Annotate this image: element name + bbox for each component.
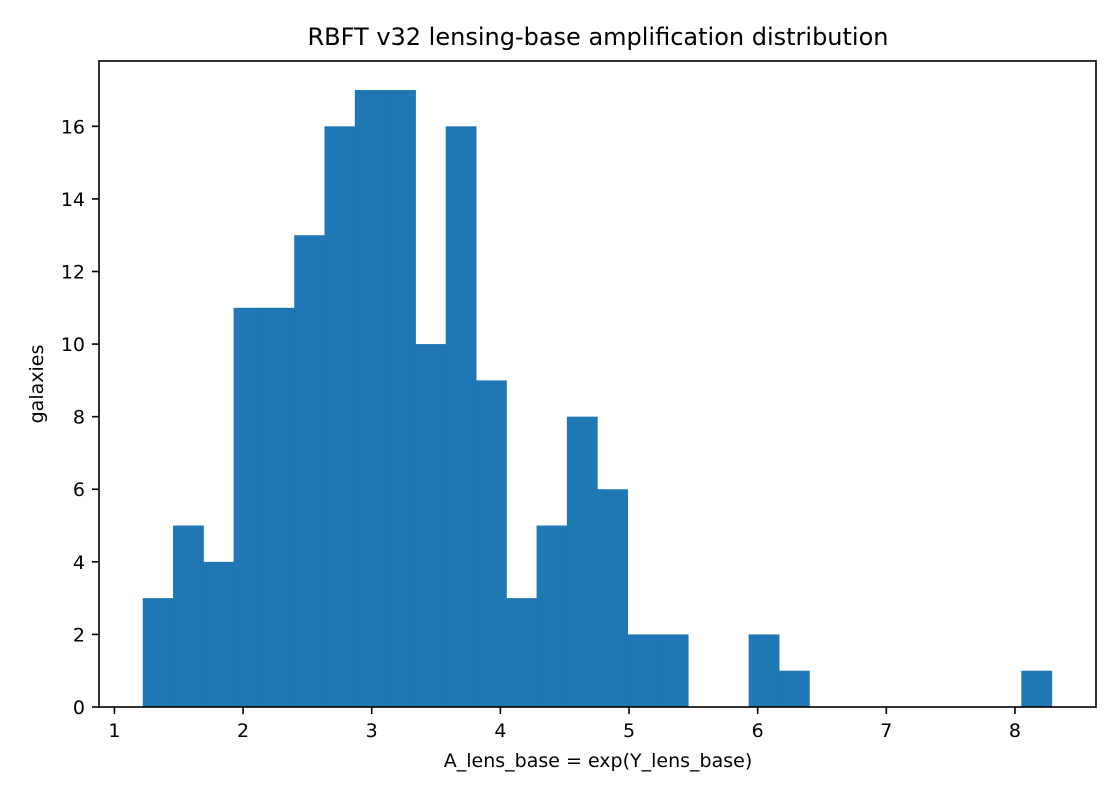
x-tick-label: 6 — [752, 720, 764, 742]
histogram-bar — [173, 525, 204, 707]
histogram-bar — [627, 634, 659, 707]
y-tick-label: 12 — [61, 261, 85, 283]
histogram-bar — [536, 525, 568, 707]
histogram-bar — [142, 598, 174, 707]
plot-frame — [98, 60, 1097, 708]
x-tick-label: 4 — [494, 720, 506, 742]
y-axis-label: galaxies — [26, 345, 48, 424]
histogram-bar — [566, 416, 598, 707]
y-tick-label: 8 — [73, 407, 85, 429]
histogram-bar — [506, 598, 538, 707]
x-tick-label: 5 — [623, 720, 635, 742]
y-tick-label: 10 — [61, 334, 85, 356]
y-tick-label: 16 — [61, 116, 85, 138]
y-tick-label: 14 — [61, 189, 85, 211]
histogram-bar — [748, 634, 780, 707]
histogram-bar — [778, 670, 810, 707]
x-tick-label: 8 — [1009, 720, 1021, 742]
x-tick-label: 3 — [366, 720, 378, 742]
histogram-bar — [597, 489, 628, 707]
histogram-bar — [233, 307, 265, 707]
y-tick-label: 6 — [73, 479, 85, 501]
histogram-bar — [385, 90, 416, 708]
histogram-bar — [203, 561, 235, 707]
histogram-bar — [445, 126, 477, 707]
x-axis: 1 2 3 4 5 6 7 8 — [108, 707, 1021, 742]
histogram-bar — [475, 380, 507, 707]
histogram-bar — [294, 235, 326, 707]
histogram-bar — [1021, 670, 1053, 707]
bars-group — [142, 90, 1053, 708]
x-tick-label: 1 — [108, 720, 120, 742]
histogram-bar — [324, 126, 356, 707]
y-tick-label: 2 — [73, 624, 85, 646]
chart-title: RBFT v32 lensing-base amplification dist… — [308, 23, 889, 51]
histogram-bar — [354, 90, 386, 708]
x-tick-label: 2 — [237, 720, 249, 742]
histogram-bar — [657, 634, 689, 707]
y-axis: 0 2 4 6 8 10 12 14 16 — [61, 116, 99, 719]
x-tick-label: 7 — [880, 720, 892, 742]
histogram-bar — [263, 307, 295, 707]
histogram-bar — [415, 344, 447, 707]
y-tick-label: 4 — [73, 552, 85, 574]
y-tick-label: 0 — [73, 697, 85, 719]
x-axis-label: A_lens_base = exp(Y_lens_base) — [444, 750, 753, 772]
